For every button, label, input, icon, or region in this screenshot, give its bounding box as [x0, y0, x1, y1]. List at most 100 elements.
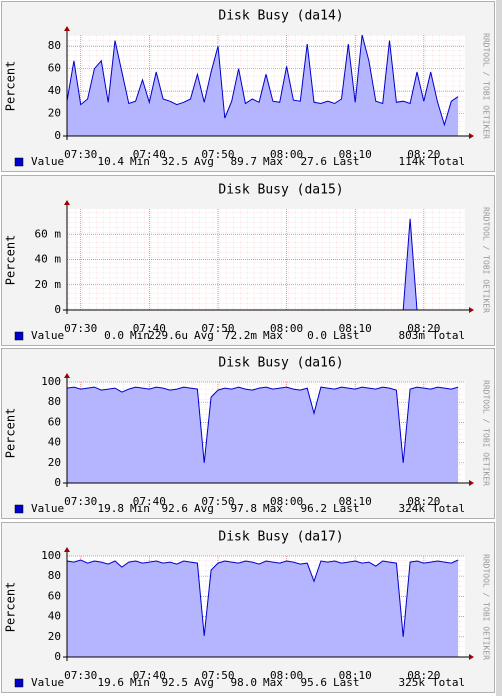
x-tick-label: 07:50 [201, 148, 234, 161]
x-tick-label: 07:50 [201, 322, 234, 335]
y-axis-label: Percent [4, 235, 18, 286]
y-tick-label: 40 [48, 84, 61, 97]
stat-value: 325k [399, 676, 426, 689]
x-tick-label: 08:10 [339, 669, 372, 682]
stat-name: Min [130, 502, 150, 515]
x-tick-label: 08:00 [270, 322, 303, 335]
y-tick-label: 60 [48, 589, 61, 602]
chart-title: Disk Busy (da14) [218, 9, 343, 24]
watermark: RRDTOOL / TOBI OETIKER [482, 380, 491, 486]
stat-value: 229.6u [148, 329, 188, 342]
area [67, 560, 459, 657]
stat-name: Last [333, 502, 360, 515]
y-tick-label: 100 [41, 549, 61, 562]
x-tick-label: 08:10 [339, 495, 372, 508]
stat-name: Avg [194, 155, 214, 168]
y-axis-label: Percent [4, 582, 18, 633]
y-tick-label: 40 [48, 610, 61, 623]
stat-value: 32.5 [162, 155, 189, 168]
x-tick-label: 08:00 [270, 148, 303, 161]
stat-name: Total [432, 329, 465, 342]
stat-name: Avg [194, 676, 214, 689]
y-tick-label: 40 [48, 436, 61, 449]
legend-label: Value [31, 676, 64, 689]
x-tick-label: 08:20 [407, 669, 440, 682]
axis-arrow [64, 547, 70, 552]
stat-value: 98.0 [231, 676, 258, 689]
stat-name: Min [130, 676, 150, 689]
legend-swatch [14, 157, 24, 167]
legend-swatch [14, 504, 24, 514]
axis-arrow [469, 307, 474, 313]
legend-label: Value [31, 329, 64, 342]
stat-name: Max [263, 329, 283, 342]
legend-swatch [14, 331, 24, 341]
y-tick-label: 20 [48, 630, 61, 643]
legend-swatch [14, 678, 24, 688]
y-axis-label: Percent [4, 408, 18, 459]
y-tick-label: 80 [48, 39, 61, 52]
x-tick-label: 07:30 [64, 148, 97, 161]
y-tick-label: 20 [48, 456, 61, 469]
watermark: RRDTOOL / TOBI OETIKER [482, 33, 491, 139]
stat-value: 92.6 [162, 502, 189, 515]
y-tick-label: 60 m [35, 227, 62, 240]
stat-value: 89.7 [231, 155, 258, 168]
x-tick-label: 07:50 [201, 669, 234, 682]
y-tick-label: 0 [54, 476, 61, 489]
stat-name: Total [432, 676, 465, 689]
stat-name: Min [130, 155, 150, 168]
stat-name: Max [263, 676, 283, 689]
x-tick-label: 07:40 [133, 669, 166, 682]
stat-value: 92.5 [162, 676, 189, 689]
stat-name: Min [130, 329, 150, 342]
watermark: RRDTOOL / TOBI OETIKER [482, 207, 491, 313]
y-tick-label: 20 m [35, 278, 62, 291]
x-tick-label: 08:00 [270, 495, 303, 508]
stat-name: Total [432, 155, 465, 168]
x-tick-label: 07:40 [133, 322, 166, 335]
x-tick-label: 07:40 [133, 495, 166, 508]
side-strip [496, 0, 502, 696]
x-tick-label: 08:20 [407, 148, 440, 161]
stat-value: 114k [399, 155, 426, 168]
stat-value: 72.2m [224, 329, 257, 342]
x-tick-label: 07:30 [64, 322, 97, 335]
stat-name: Last [333, 329, 360, 342]
stat-name: Avg [194, 329, 214, 342]
stat-value: 97.8 [231, 502, 258, 515]
legend-label: Value [31, 155, 64, 168]
y-tick-label: 40 m [35, 253, 62, 266]
y-tick-label: 0 [54, 129, 61, 142]
y-tick-label: 0 [54, 303, 61, 316]
chart-title: Disk Busy (da16) [218, 356, 343, 371]
area [67, 387, 459, 483]
y-axis-label: Percent [4, 61, 18, 112]
x-tick-label: 07:30 [64, 669, 97, 682]
stat-value: 19.8 [98, 502, 125, 515]
x-tick-label: 07:50 [201, 495, 234, 508]
axis-arrow [64, 373, 70, 378]
chart-title: Disk Busy (da17) [218, 530, 343, 545]
y-tick-label: 60 [48, 415, 61, 428]
stat-value: 27.6 [301, 155, 328, 168]
stat-value: 95.6 [301, 676, 328, 689]
legend-label: Value [31, 502, 64, 515]
x-tick-label: 08:20 [407, 322, 440, 335]
line [66, 559, 459, 637]
line [66, 34, 459, 127]
x-tick-label: 08:00 [270, 669, 303, 682]
y-tick-label: 60 [48, 62, 61, 75]
axis-arrow [469, 133, 474, 139]
chart-title: Disk Busy (da15) [218, 183, 343, 198]
x-tick-label: 08:20 [407, 495, 440, 508]
stat-value: 0.0 [307, 329, 327, 342]
stat-name: Last [333, 155, 360, 168]
line [66, 386, 459, 463]
stat-name: Total [432, 502, 465, 515]
y-tick-label: 80 [48, 395, 61, 408]
stat-value: 324k [399, 502, 426, 515]
x-tick-label: 07:40 [133, 148, 166, 161]
y-tick-label: 100 [41, 375, 61, 388]
